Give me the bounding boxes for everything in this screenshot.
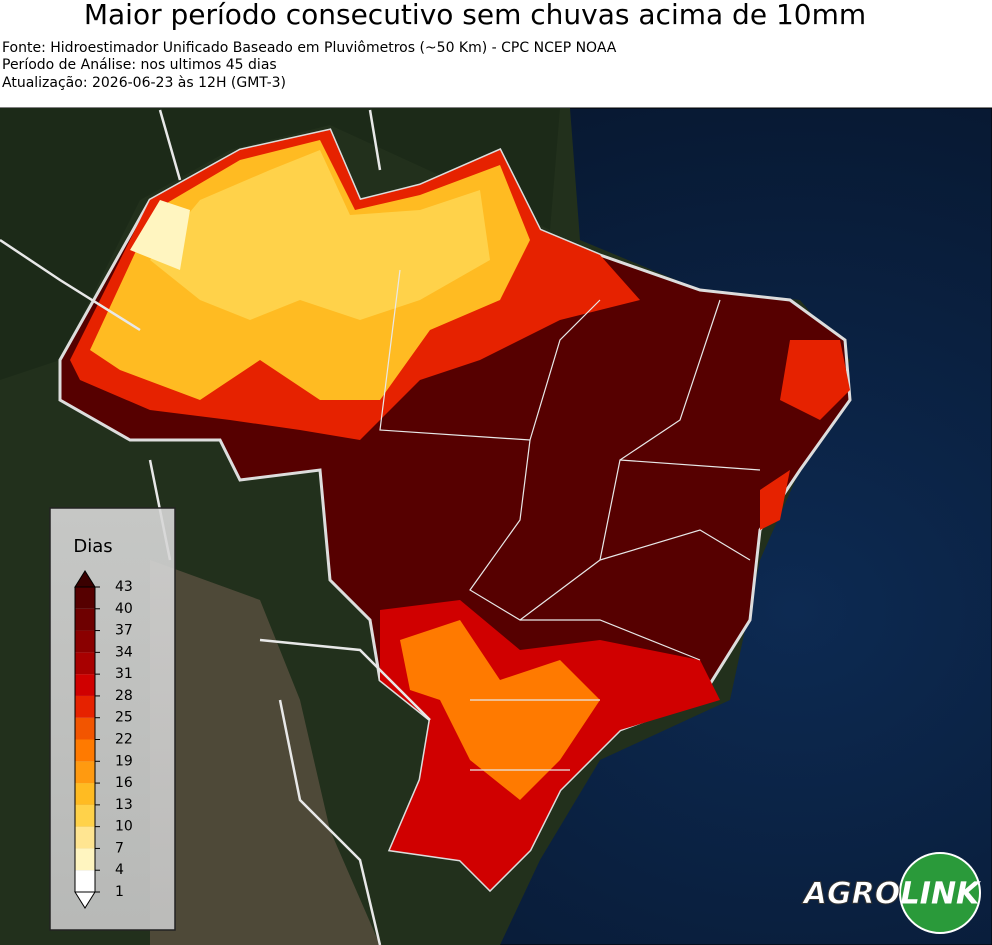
colorbar-tick-label: 25 xyxy=(115,710,133,726)
title: Maior período consecutivo sem chuvas aci… xyxy=(84,0,866,31)
logo-right: LINK xyxy=(901,877,982,912)
colorbar-tick-label: 34 xyxy=(115,644,133,660)
colorbar-band xyxy=(75,608,95,631)
colorbar-band xyxy=(75,804,95,827)
colorbar-tick-label: 1 xyxy=(115,884,124,900)
legend-title: Dias xyxy=(73,536,112,557)
logo-circle xyxy=(899,852,981,934)
state-borders xyxy=(379,269,761,771)
colorbar-tick-label: 37 xyxy=(115,623,133,639)
region-pale xyxy=(130,200,190,270)
colorbar-band xyxy=(75,630,95,653)
colorbar-band xyxy=(75,761,95,784)
land xyxy=(0,108,560,380)
colorbar-tick-label: 28 xyxy=(115,688,133,704)
colorbar-tick-label: 19 xyxy=(115,753,133,769)
colorbar-band xyxy=(75,674,95,696)
logo: AGRO LINK xyxy=(801,852,982,934)
colorbar-band xyxy=(75,739,95,762)
colorbar-tick-label: 16 xyxy=(115,775,133,791)
colorbar-band xyxy=(75,783,95,805)
colorbar-tick-label: 13 xyxy=(115,797,133,813)
colorbar-band xyxy=(75,717,95,740)
colorbar-band xyxy=(75,587,95,609)
logo-left: AGRO xyxy=(802,877,900,912)
region-coast xyxy=(760,340,850,530)
legend-box xyxy=(49,507,176,931)
subtitle: Período de Análise: nos ultimos 45 dias xyxy=(2,57,277,73)
colorbar-band xyxy=(75,695,95,718)
colorbar-tick-label: 4 xyxy=(115,862,124,878)
colorbar-band xyxy=(75,652,95,675)
subtitle: Atualização: 2026-06-23 às 12H (GMT-3) xyxy=(2,75,286,91)
colorbar-band xyxy=(75,826,95,849)
colorbar-tick-label: 7 xyxy=(115,840,124,856)
colorbar-tick-label: 43 xyxy=(115,579,133,595)
region-yellow xyxy=(150,150,490,320)
legend: Dias 1 4 7 10 13 16 19 22 25 28 31 34 37 40 43 xyxy=(49,507,176,931)
land-desert xyxy=(150,560,380,945)
colorbar-tick-label: 22 xyxy=(115,732,133,748)
colorbar-band xyxy=(75,870,95,892)
subtitle: Fonte: Hidroestimador Unificado Baseado … xyxy=(2,40,617,56)
colorbar-band xyxy=(75,848,95,871)
colorbar-tick-label: 31 xyxy=(115,666,133,682)
colorbar-tick-label: 10 xyxy=(115,819,133,835)
colorbar-tick-label: 40 xyxy=(115,601,133,617)
region-south-orange xyxy=(400,620,600,800)
map xyxy=(0,107,992,945)
